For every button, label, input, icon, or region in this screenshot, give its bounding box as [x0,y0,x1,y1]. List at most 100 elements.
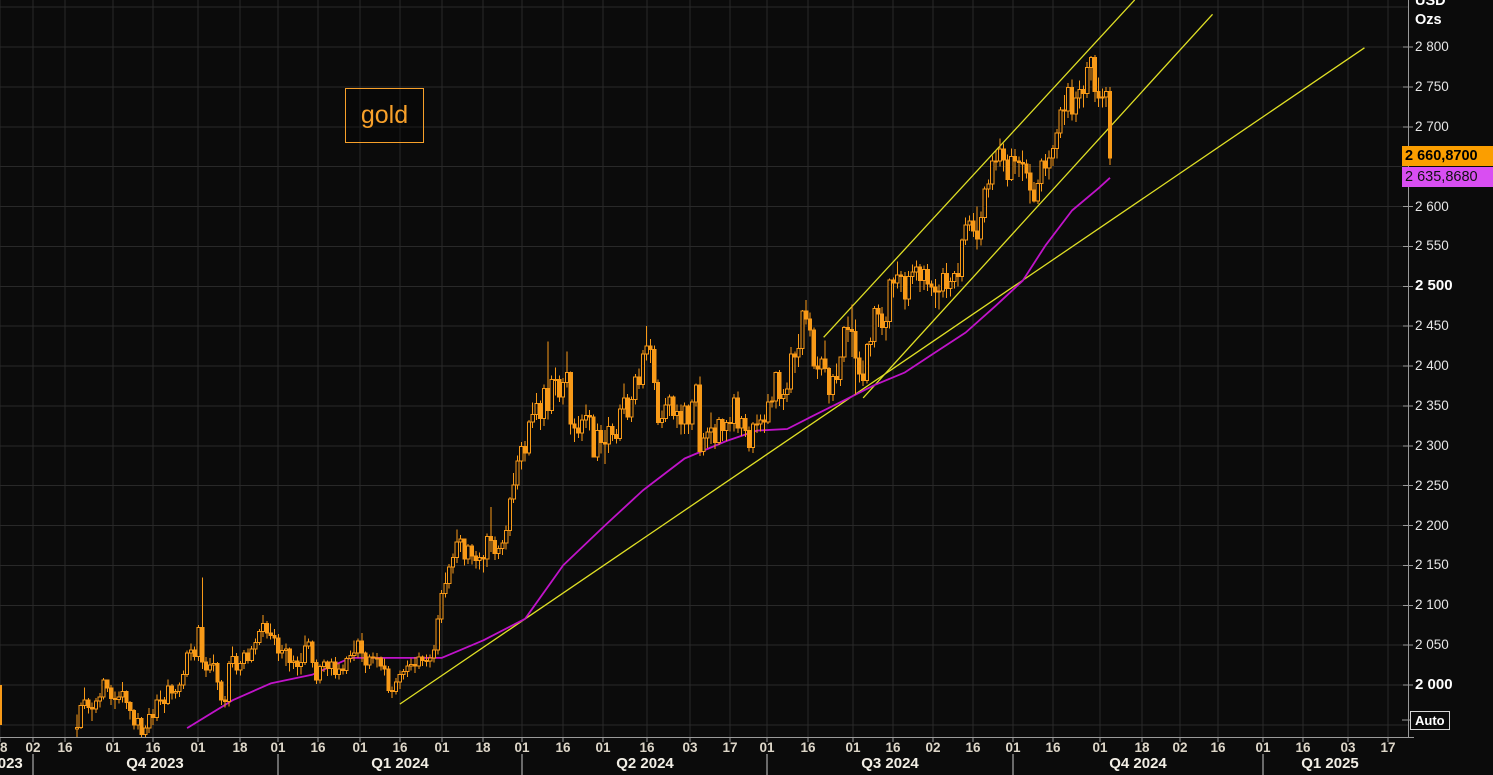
candle-body [226,662,232,703]
trendline[interactable] [399,47,1365,705]
candle-body [993,160,999,163]
candle-body [253,642,258,650]
candle-body [272,635,277,639]
candle-body [800,310,805,349]
candle-body [496,548,501,554]
candle-body [192,649,197,657]
candle-body [135,717,140,726]
candle-body [1028,172,1033,191]
date-tick-label: 01 [759,740,775,755]
candle-body [219,681,224,701]
candle-body [876,308,881,315]
candle-body [750,423,756,448]
candle-body [754,423,759,426]
date-tick-label: 03 [1340,740,1356,755]
candle-body [819,358,824,370]
candle-body [693,384,699,403]
candle-body [1073,97,1078,115]
candle-body [595,430,600,458]
candle-body [561,382,566,398]
candle-body [443,583,448,594]
candle-body [655,382,661,424]
candle-body [617,408,623,440]
candle-body [648,345,653,350]
candle-body [1031,189,1037,202]
candle-body [188,649,194,654]
chart-annotation-gold-label[interactable]: gold [345,88,424,143]
candle-body [492,540,497,554]
candle-body [826,367,832,396]
candle-body [990,160,995,185]
candle-body [720,418,725,432]
candle-body [78,705,83,728]
candle-body [264,623,269,634]
candle-body [504,529,509,544]
candle-body [614,434,619,440]
candle-body [238,662,243,671]
candle-body [583,414,589,421]
candle-body [591,416,596,458]
candle-body [621,397,626,410]
candle-body [116,696,121,700]
candle-body [580,419,585,434]
candle-body [173,690,178,694]
candle-body [1081,88,1086,94]
candle-body [678,410,683,425]
candle-body [921,269,927,282]
price-axis-label: 2 000 [1415,676,1453,693]
candle-body [158,699,163,702]
candle-body [336,668,342,676]
candle-body [101,679,106,698]
candle-body [906,276,911,300]
candle-body [469,545,475,557]
candle-body [777,371,782,400]
candle-body [728,422,733,425]
date-tick-label: 16 [310,740,326,755]
candle-body [902,276,908,300]
candle-body [131,710,137,726]
candle-body [731,397,737,424]
candle-body [450,556,456,568]
candle-body [918,266,923,282]
candle-body [223,699,228,703]
candle-body [671,396,676,416]
candle-body [834,375,839,381]
candle-body [1054,132,1059,149]
candle-body [644,345,649,355]
candle-body [310,641,315,664]
candle-body [652,348,657,384]
candle-body [1088,56,1094,69]
candle-body [154,699,159,719]
candle-body [462,538,467,560]
candle-body [952,272,957,282]
date-tick-label: 17 [722,740,738,755]
candle-body [242,652,247,664]
candle-body [435,618,440,651]
price-axis-label: 2 450 [1415,318,1449,334]
candle-body [374,657,380,660]
candle-body [523,446,528,454]
price-axis-label: 2 800 [1415,39,1449,54]
candle-body [1066,87,1071,112]
date-tick-label: 18 [1134,740,1150,755]
candle-body [371,656,376,659]
axes-layer [0,0,1414,775]
candle-body [739,418,744,429]
candle-body [207,664,213,671]
auto-scale-button[interactable]: Auto [1410,711,1450,730]
candle-body [287,648,292,664]
candle-body [454,541,459,558]
candle-body [769,400,775,403]
candle-body [477,556,482,562]
candle-body [500,542,505,550]
trendline[interactable] [862,13,1214,399]
candle-body [1035,182,1040,202]
price-axis-label: 2 050 [1415,637,1449,653]
date-tick-label: 01 [1255,740,1271,755]
candle-body [929,283,934,288]
candle-body [1043,160,1048,169]
trendline[interactable] [823,0,1136,338]
candle-body [386,668,391,692]
candle-body [485,536,490,560]
